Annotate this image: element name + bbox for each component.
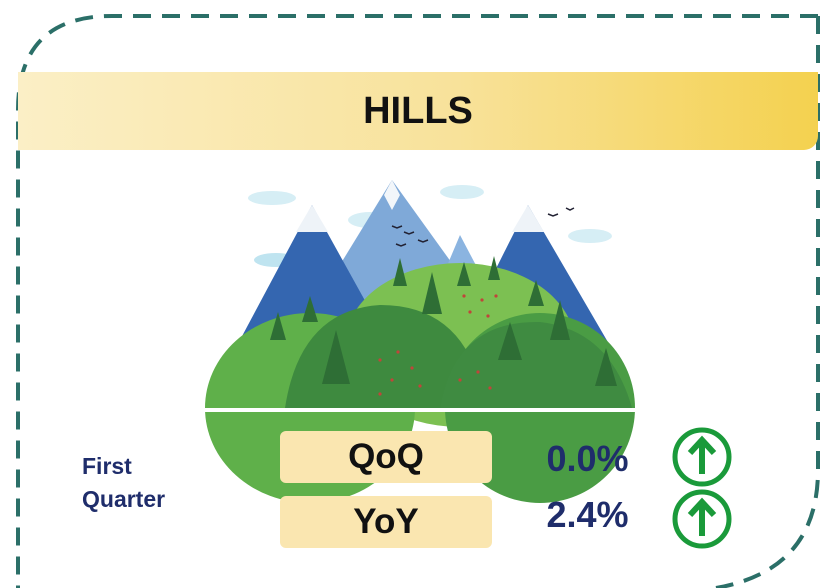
title: HILLS [18,72,818,150]
metric-label: QoQ [280,431,492,483]
metric-value: 0.0% [530,438,645,480]
card: HILLS First Quarter QoQ YoY 0.0% 2.4% [0,0,824,588]
metric-value: 2.4% [530,494,645,536]
up-arrow-icons [675,430,729,546]
period-label: First Quarter [82,450,212,516]
metric-label: YoY [280,496,492,548]
